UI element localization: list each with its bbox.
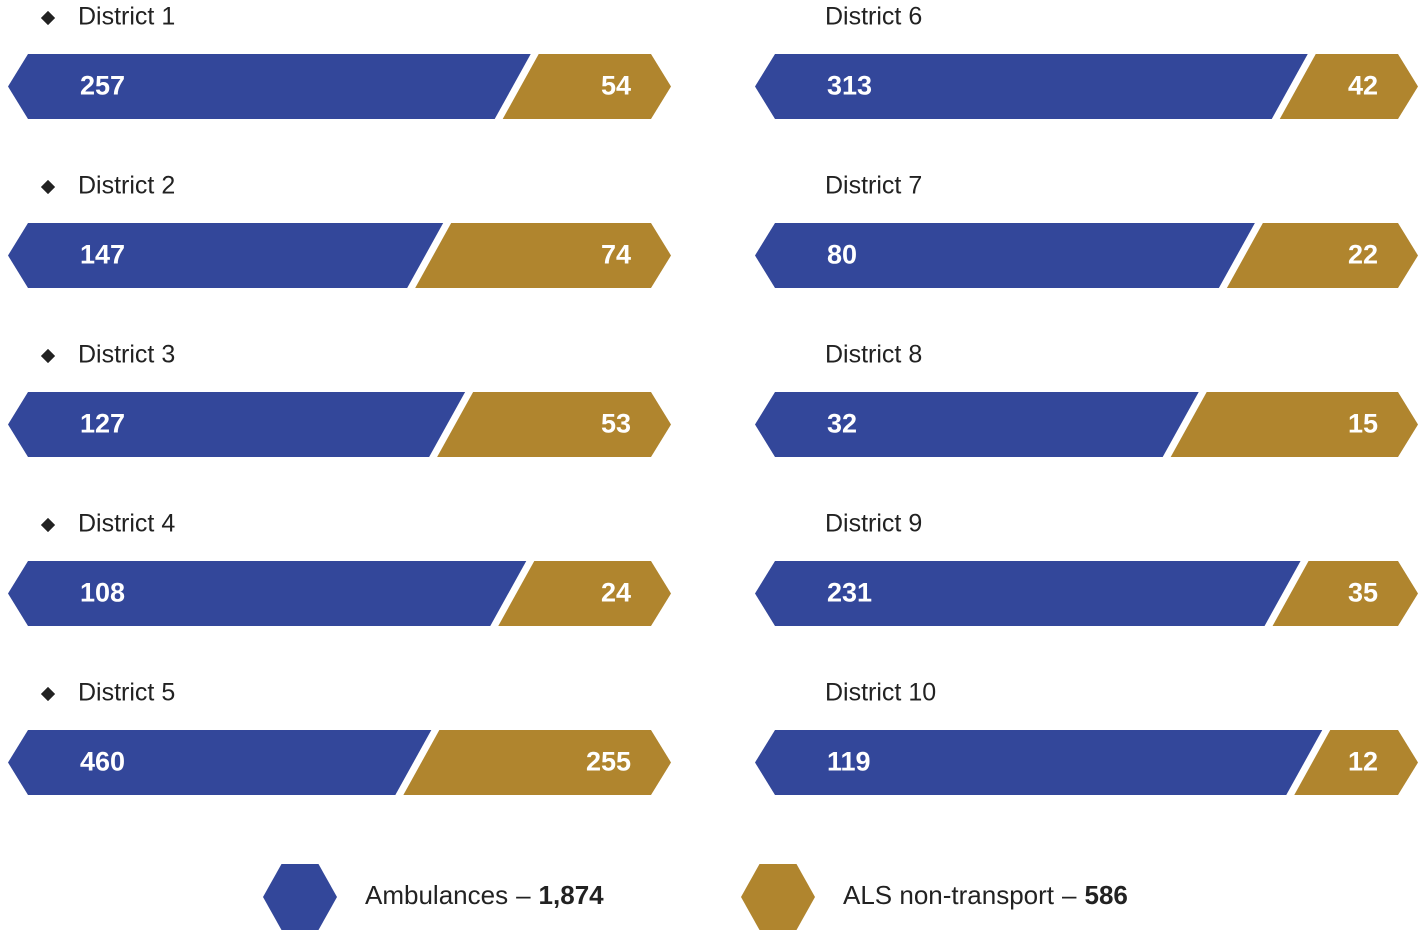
legend-label: Ambulances –1,874 — [365, 880, 604, 910]
district-label: District 10 — [825, 679, 936, 707]
district-label: District 3 — [78, 341, 175, 369]
value-label: 231 — [827, 578, 872, 608]
bar-segment — [755, 54, 1308, 119]
bar-segment — [755, 561, 1301, 626]
value-label: 24 — [601, 578, 631, 608]
bar-segment — [403, 730, 671, 795]
district-label: District 2 — [78, 172, 175, 200]
value-label: 313 — [827, 71, 872, 101]
bar-segment — [755, 730, 1323, 795]
bar-segment — [8, 392, 466, 457]
value-label: 53 — [601, 409, 631, 439]
district-label: District 9 — [825, 510, 922, 538]
value-label: 22 — [1348, 240, 1378, 270]
district-label: District 4 — [78, 510, 175, 538]
value-label: 257 — [80, 71, 125, 101]
value-label: 460 — [80, 747, 125, 777]
value-label: 127 — [80, 409, 125, 439]
bar-segment — [8, 54, 531, 119]
legend-swatch — [741, 864, 815, 930]
value-label: 42 — [1348, 71, 1378, 101]
bullet — [41, 11, 55, 25]
legend-swatch — [263, 864, 337, 930]
bullet — [41, 180, 55, 194]
bar-segment — [1279, 54, 1418, 119]
district-label: District 1 — [78, 3, 175, 31]
bar-segment — [498, 561, 671, 626]
legend-separator: – — [516, 880, 531, 910]
value-label: 119 — [827, 747, 871, 777]
bullet — [41, 687, 55, 701]
value-label: 108 — [80, 578, 125, 608]
bar-segment — [8, 561, 527, 626]
bar-segment — [755, 223, 1255, 288]
district-label: District 6 — [825, 3, 922, 31]
legend-label: ALS non-transport –586 — [843, 880, 1128, 910]
value-label: 35 — [1348, 578, 1378, 608]
value-label: 15 — [1348, 409, 1378, 439]
bar-segment — [1272, 561, 1418, 626]
district-label: District 8 — [825, 341, 922, 369]
value-label: 74 — [601, 240, 631, 270]
value-label: 54 — [601, 71, 631, 101]
legend-name: Ambulances — [365, 880, 508, 910]
bar-segment — [437, 392, 671, 457]
legend-total: 586 — [1084, 880, 1127, 910]
bullet — [41, 349, 55, 363]
bar-segment — [755, 392, 1199, 457]
district-label: District 7 — [825, 172, 922, 200]
bullet — [41, 518, 55, 532]
value-label: 255 — [586, 747, 631, 777]
bar-segment — [415, 223, 671, 288]
bar-segment — [1294, 730, 1418, 795]
bar-segment — [1226, 223, 1418, 288]
value-label: 32 — [827, 409, 857, 439]
value-label: 80 — [827, 240, 857, 270]
bar-segment — [502, 54, 671, 119]
district-label: District 5 — [78, 679, 175, 707]
bar-segment — [8, 730, 432, 795]
legend-name: ALS non-transport — [843, 880, 1055, 910]
value-label: 12 — [1348, 747, 1378, 777]
legend-separator: – — [1062, 880, 1077, 910]
bar-segment — [1170, 392, 1418, 457]
value-label: 147 — [80, 240, 125, 270]
legend-total: 1,874 — [539, 880, 605, 910]
bar-segment — [8, 223, 444, 288]
